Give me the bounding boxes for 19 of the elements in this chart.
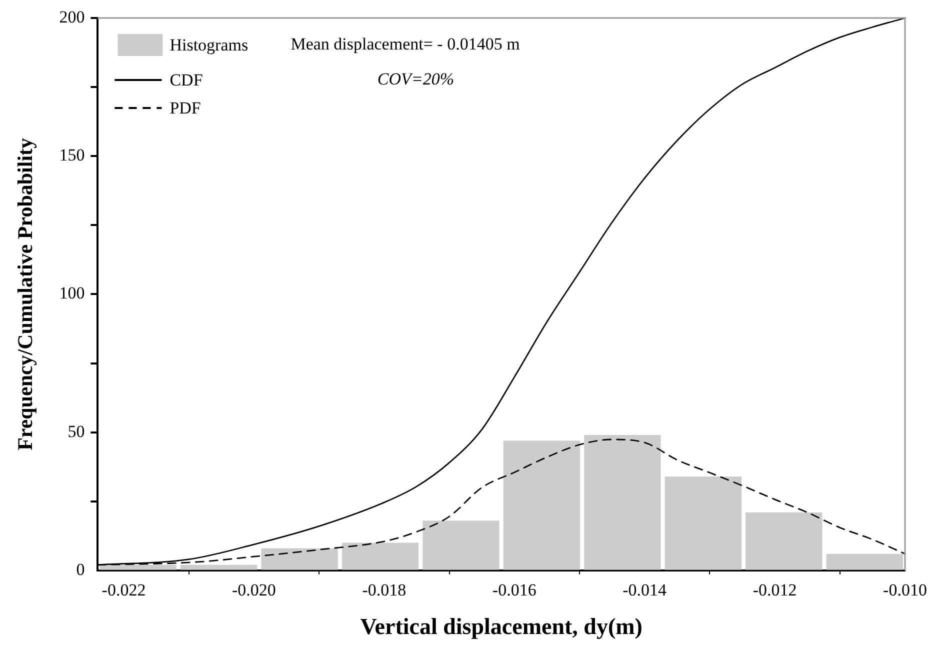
legend-label: CDF bbox=[170, 70, 203, 90]
y-tick-label: 200 bbox=[59, 7, 85, 26]
x-tick-label: -0.016 bbox=[492, 580, 536, 600]
x-tick-label: -0.020 bbox=[232, 580, 276, 600]
y-tick-label: 0 bbox=[76, 560, 85, 579]
x-tick-label: -0.010 bbox=[883, 580, 927, 600]
legend-label: PDF bbox=[170, 98, 201, 118]
annotation: Mean displacement= - 0.01405 m bbox=[290, 34, 520, 54]
x-tick-label: -0.012 bbox=[752, 580, 797, 600]
legend-label: Histograms bbox=[170, 35, 248, 54]
y-tick-label: 150 bbox=[59, 146, 85, 165]
x-tick-label: -0.014 bbox=[622, 580, 668, 600]
x-axis-title: Vertical displacement, dy(m) bbox=[360, 614, 642, 640]
y-axis-title: Frequency/Cumulative Probability bbox=[13, 137, 38, 450]
x-tick-label: -0.018 bbox=[362, 580, 406, 600]
y-tick-label: 50 bbox=[68, 422, 85, 441]
y-tick-label: 100 bbox=[59, 284, 85, 303]
x-tick-label: -0.022 bbox=[102, 580, 146, 600]
annotation: COV=20% bbox=[377, 69, 454, 88]
